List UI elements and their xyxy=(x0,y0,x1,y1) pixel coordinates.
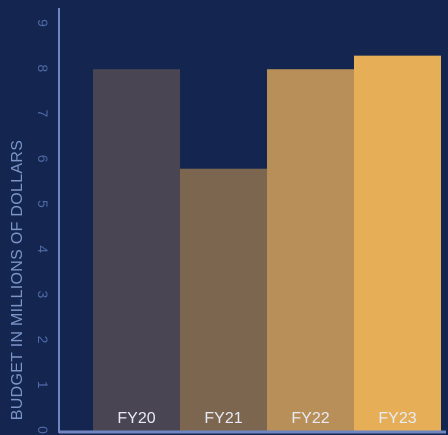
category-labels: FY20 FY21 FY22 FY23 xyxy=(117,410,416,427)
y-tick-label: 7 xyxy=(35,110,51,118)
bar-fy22 xyxy=(267,69,354,431)
y-axis-ticks: 0 1 2 3 4 5 6 7 8 9 xyxy=(35,19,51,434)
y-tick-label: 1 xyxy=(35,381,51,389)
category-label: FY21 xyxy=(204,410,242,427)
y-tick-label: 0 xyxy=(35,426,51,434)
y-tick-label: 8 xyxy=(35,64,51,72)
category-label: FY22 xyxy=(291,410,329,427)
y-tick-label: 2 xyxy=(35,336,51,344)
y-tick-label: 4 xyxy=(35,245,51,253)
y-tick-label: 9 xyxy=(35,19,51,27)
y-tick-label: 3 xyxy=(35,290,51,298)
bar-fy20 xyxy=(93,69,180,431)
bar-fy23 xyxy=(354,55,441,432)
y-axis-label: BUDGET IN MILLIONS OF DOLLARS xyxy=(9,140,26,420)
y-tick-label: 5 xyxy=(35,200,51,208)
y-tick-label: 6 xyxy=(35,155,51,163)
bar-fy21 xyxy=(180,168,267,431)
bars-group xyxy=(93,55,441,432)
category-label: FY20 xyxy=(117,410,155,427)
category-label: FY23 xyxy=(378,410,416,427)
